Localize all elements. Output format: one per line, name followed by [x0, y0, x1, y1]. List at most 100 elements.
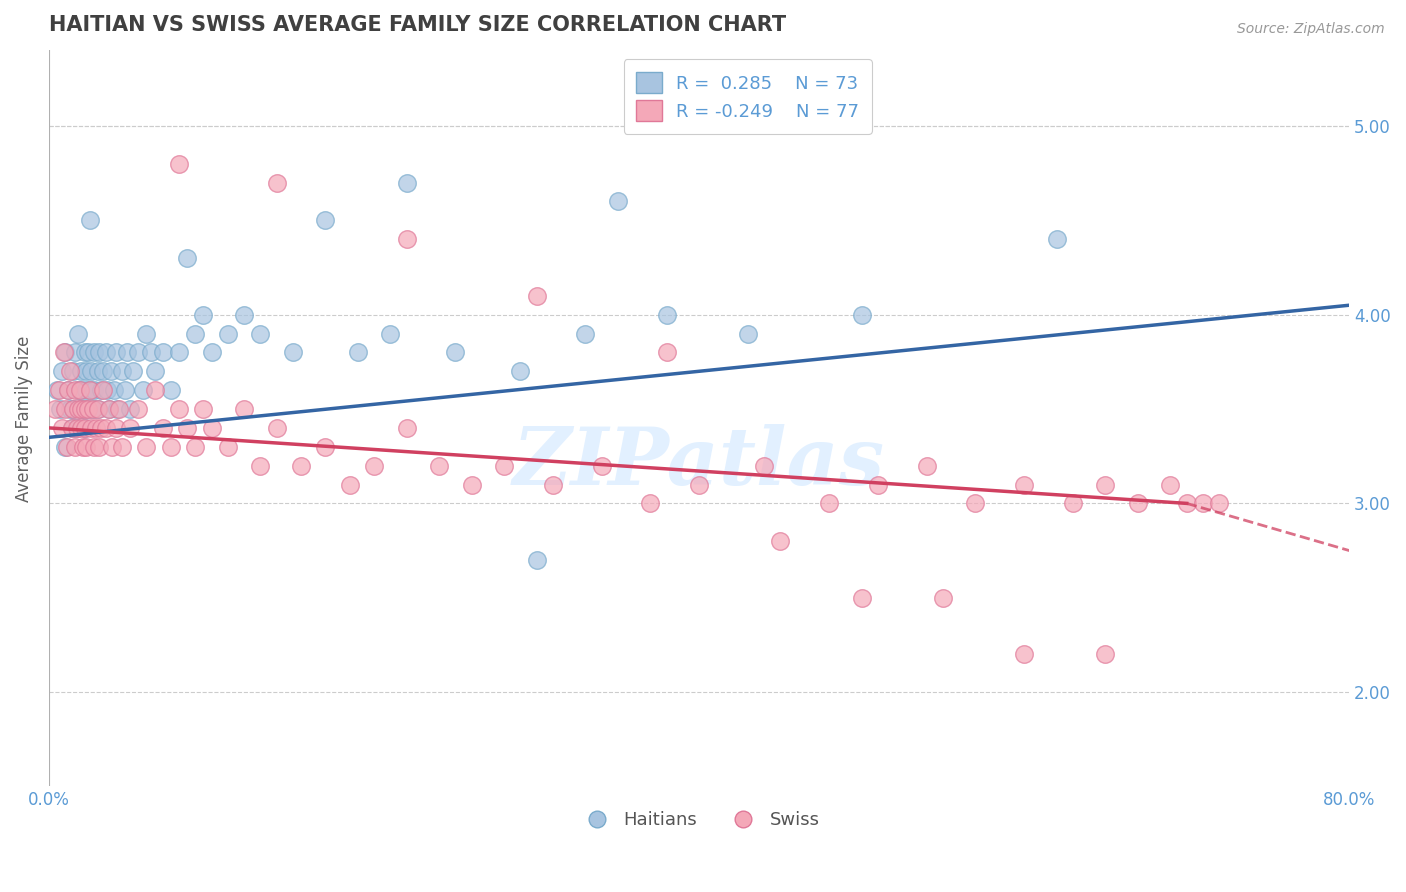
Point — [82, 402, 104, 417]
Point — [460, 477, 482, 491]
Point — [91, 383, 114, 397]
Point — [1046, 232, 1069, 246]
Point — [79, 213, 101, 227]
Point — [83, 345, 105, 359]
Point — [73, 421, 96, 435]
Point — [346, 345, 368, 359]
Point — [818, 496, 841, 510]
Point — [120, 402, 142, 417]
Point — [82, 402, 104, 417]
Point — [395, 421, 418, 435]
Point — [87, 402, 110, 417]
Point — [111, 364, 134, 378]
Point — [96, 383, 118, 397]
Point — [114, 383, 136, 397]
Point — [339, 477, 361, 491]
Point — [103, 383, 125, 397]
Text: ZIPatlas: ZIPatlas — [513, 424, 886, 501]
Point — [104, 345, 127, 359]
Point — [104, 421, 127, 435]
Point — [866, 477, 889, 491]
Point — [266, 421, 288, 435]
Point — [70, 421, 93, 435]
Text: HAITIAN VS SWISS AVERAGE FAMILY SIZE CORRELATION CHART: HAITIAN VS SWISS AVERAGE FAMILY SIZE COR… — [49, 15, 786, 35]
Point — [83, 383, 105, 397]
Point — [752, 458, 775, 473]
Point — [62, 402, 84, 417]
Point — [77, 402, 100, 417]
Point — [444, 345, 467, 359]
Point — [509, 364, 531, 378]
Point — [70, 402, 93, 417]
Point — [94, 421, 117, 435]
Point — [184, 326, 207, 341]
Point — [91, 364, 114, 378]
Point — [75, 440, 97, 454]
Point — [87, 402, 110, 417]
Point — [526, 289, 548, 303]
Point — [59, 364, 82, 378]
Point — [176, 421, 198, 435]
Point — [89, 345, 111, 359]
Point — [427, 458, 450, 473]
Point — [52, 345, 75, 359]
Point — [152, 345, 174, 359]
Point — [53, 440, 76, 454]
Point — [63, 383, 86, 397]
Point — [217, 326, 239, 341]
Point — [58, 383, 80, 397]
Point — [87, 364, 110, 378]
Point — [60, 421, 83, 435]
Point — [120, 421, 142, 435]
Point — [75, 383, 97, 397]
Point — [965, 496, 987, 510]
Point — [101, 440, 124, 454]
Point — [69, 402, 91, 417]
Point — [46, 383, 69, 397]
Point — [737, 326, 759, 341]
Point — [135, 440, 157, 454]
Point — [70, 364, 93, 378]
Point — [1012, 648, 1035, 662]
Point — [193, 308, 215, 322]
Point — [143, 383, 166, 397]
Point — [63, 345, 86, 359]
Point — [160, 440, 183, 454]
Point — [79, 383, 101, 397]
Point — [73, 421, 96, 435]
Point — [63, 440, 86, 454]
Point — [98, 402, 121, 417]
Point — [606, 194, 628, 209]
Point — [233, 402, 256, 417]
Y-axis label: Average Family Size: Average Family Size — [15, 335, 32, 501]
Point — [1012, 477, 1035, 491]
Point — [115, 345, 138, 359]
Point — [94, 345, 117, 359]
Point — [200, 421, 222, 435]
Point — [72, 402, 94, 417]
Point — [83, 440, 105, 454]
Point — [77, 345, 100, 359]
Point — [176, 251, 198, 265]
Point — [105, 402, 128, 417]
Point — [541, 477, 564, 491]
Point — [141, 345, 163, 359]
Point — [98, 402, 121, 417]
Point — [62, 364, 84, 378]
Point — [915, 458, 938, 473]
Point — [494, 458, 516, 473]
Point — [127, 345, 149, 359]
Point — [363, 458, 385, 473]
Legend: Haitians, Swiss: Haitians, Swiss — [571, 804, 827, 837]
Point — [72, 440, 94, 454]
Point — [1175, 496, 1198, 510]
Point — [60, 421, 83, 435]
Point — [591, 458, 613, 473]
Point — [152, 421, 174, 435]
Point — [851, 591, 873, 605]
Point — [1094, 648, 1116, 662]
Point — [143, 364, 166, 378]
Point — [77, 402, 100, 417]
Point — [90, 421, 112, 435]
Point — [160, 383, 183, 397]
